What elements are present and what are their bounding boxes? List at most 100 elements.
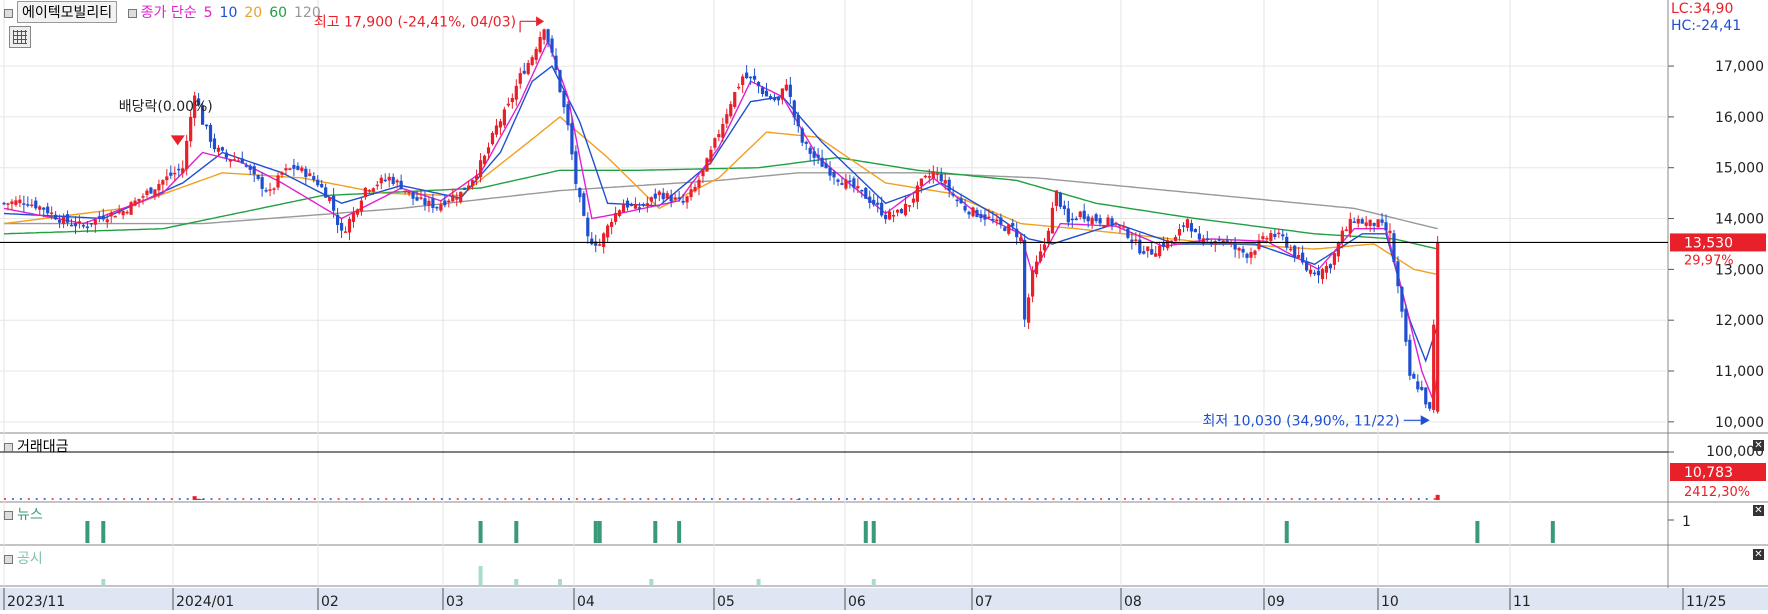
volume-pane-close-icon[interactable]: ✕ xyxy=(1753,440,1764,451)
candle-body xyxy=(423,198,426,205)
candle-body xyxy=(137,199,140,201)
candle-body xyxy=(1341,231,1344,242)
candle-body xyxy=(479,160,482,177)
candle-body xyxy=(507,104,510,106)
candle-body xyxy=(761,87,764,94)
candle-body xyxy=(173,173,176,175)
date-tick-label: 05 xyxy=(717,594,735,610)
volume-pane-header: 거래대금 xyxy=(4,436,69,456)
candle-body xyxy=(1146,246,1149,250)
candle-body xyxy=(852,178,855,187)
candle-body xyxy=(1349,219,1352,233)
candle-body xyxy=(916,186,919,202)
candle-body xyxy=(531,57,534,65)
price-tick-label: 16,000 xyxy=(1715,110,1764,126)
low-arrow-head xyxy=(1421,415,1430,425)
candle-body xyxy=(388,177,391,181)
candle-body xyxy=(205,125,208,127)
candle-body xyxy=(785,85,788,91)
candle-body xyxy=(284,168,287,170)
candle-body xyxy=(610,222,613,227)
candle-body xyxy=(58,220,61,223)
news-event-bar xyxy=(872,521,876,543)
candle-body xyxy=(1329,264,1332,268)
candle-body xyxy=(658,192,661,196)
candle-body xyxy=(1432,325,1435,410)
candle-body xyxy=(983,214,986,219)
candle-body xyxy=(265,190,268,192)
news-pane-close-icon[interactable]: ✕ xyxy=(1753,505,1764,516)
candle-body xyxy=(558,70,561,92)
candle-body xyxy=(809,148,812,154)
candle-body xyxy=(860,190,863,192)
candle-body xyxy=(797,115,800,126)
candle-body xyxy=(1190,223,1193,231)
candle-body xyxy=(606,225,609,237)
candle-body xyxy=(102,216,105,219)
price-tick-label: 10,000 xyxy=(1715,415,1764,431)
candle-body xyxy=(1158,246,1161,256)
candle-body xyxy=(1027,297,1030,322)
candle-body xyxy=(864,188,867,199)
current-price-value: 13,530 xyxy=(1684,235,1733,251)
candle-body xyxy=(757,82,760,86)
candle-body xyxy=(713,138,716,148)
news-tick-label: 1 xyxy=(1682,514,1691,530)
candle-body xyxy=(34,201,37,209)
grid-toggle-button[interactable] xyxy=(9,26,31,48)
candle-body xyxy=(618,210,621,216)
candle-body xyxy=(570,123,573,154)
date-tick-label: 07 xyxy=(975,594,993,610)
stock-name[interactable]: 에이텍모빌리티 xyxy=(17,1,117,23)
candle-body xyxy=(539,37,542,52)
date-axis-bar xyxy=(0,588,1768,610)
pane-toggle-icon[interactable] xyxy=(4,443,13,452)
date-tick-label: 2024/01 xyxy=(176,594,234,610)
candle-body xyxy=(70,225,73,227)
news-event-bar xyxy=(1551,521,1555,543)
candle-body xyxy=(1400,287,1403,312)
current-volume-value: 10,783 xyxy=(1684,465,1733,481)
candle-body xyxy=(646,203,649,206)
candle-body xyxy=(1118,225,1121,227)
candle-body xyxy=(288,168,291,170)
ma-legend-5: 5 xyxy=(204,5,213,21)
candle-body xyxy=(1138,240,1141,254)
candle-body xyxy=(181,168,184,173)
news-pane-header: 뉴스 xyxy=(4,504,43,524)
candle-body xyxy=(920,179,923,186)
candle-body xyxy=(1269,233,1272,241)
candle-body xyxy=(670,195,673,202)
candle-body xyxy=(475,175,478,179)
candle-body xyxy=(813,151,816,157)
candle-body xyxy=(26,204,29,206)
disclosure-pane-close-icon[interactable]: ✕ xyxy=(1753,549,1764,560)
candle-body xyxy=(979,214,982,218)
pane-toggle-icon[interactable] xyxy=(4,9,13,18)
candle-body xyxy=(995,220,998,222)
pane-toggle-icon[interactable] xyxy=(4,511,13,520)
candle-body xyxy=(407,192,410,194)
candle-body xyxy=(924,176,927,178)
candle-body xyxy=(1237,248,1240,251)
candle-body xyxy=(78,221,81,223)
disclosure-event-bar xyxy=(757,579,761,586)
candle-body xyxy=(1142,251,1145,254)
candle-body xyxy=(1384,222,1387,230)
candle-body xyxy=(1063,206,1066,209)
candle-body xyxy=(1218,239,1221,241)
candle-body xyxy=(971,207,974,216)
candle-body xyxy=(149,188,152,194)
candle-body xyxy=(824,163,827,168)
date-tick-label: 11 xyxy=(1513,594,1531,610)
candle-body xyxy=(312,176,315,180)
ma-toggle-icon[interactable] xyxy=(128,9,137,18)
pane-toggle-icon[interactable] xyxy=(4,555,13,564)
disclosure-event-bar xyxy=(872,579,876,586)
candle-body xyxy=(1047,231,1050,242)
candle-body xyxy=(419,197,422,199)
candle-body xyxy=(66,214,69,222)
candle-body xyxy=(1293,246,1296,258)
